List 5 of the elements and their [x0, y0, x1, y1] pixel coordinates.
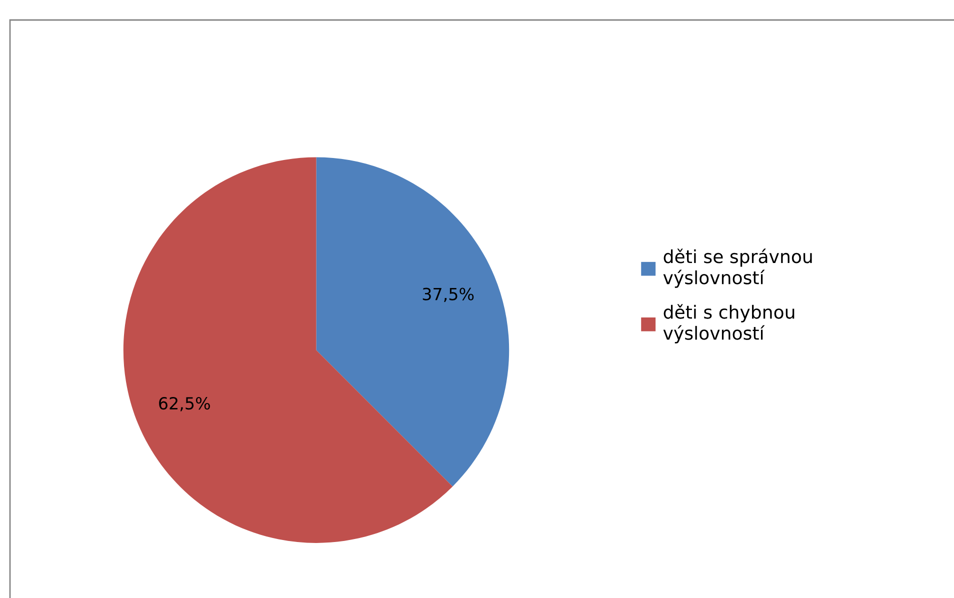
legend-label: děti se správnou výslovností	[663, 248, 812, 288]
data-label: 37,5%	[422, 288, 474, 302]
legend-label: děti s chybnou výslovností	[663, 304, 794, 344]
data-label: 62,5%	[159, 396, 210, 412]
pie-slice	[316, 157, 510, 486]
